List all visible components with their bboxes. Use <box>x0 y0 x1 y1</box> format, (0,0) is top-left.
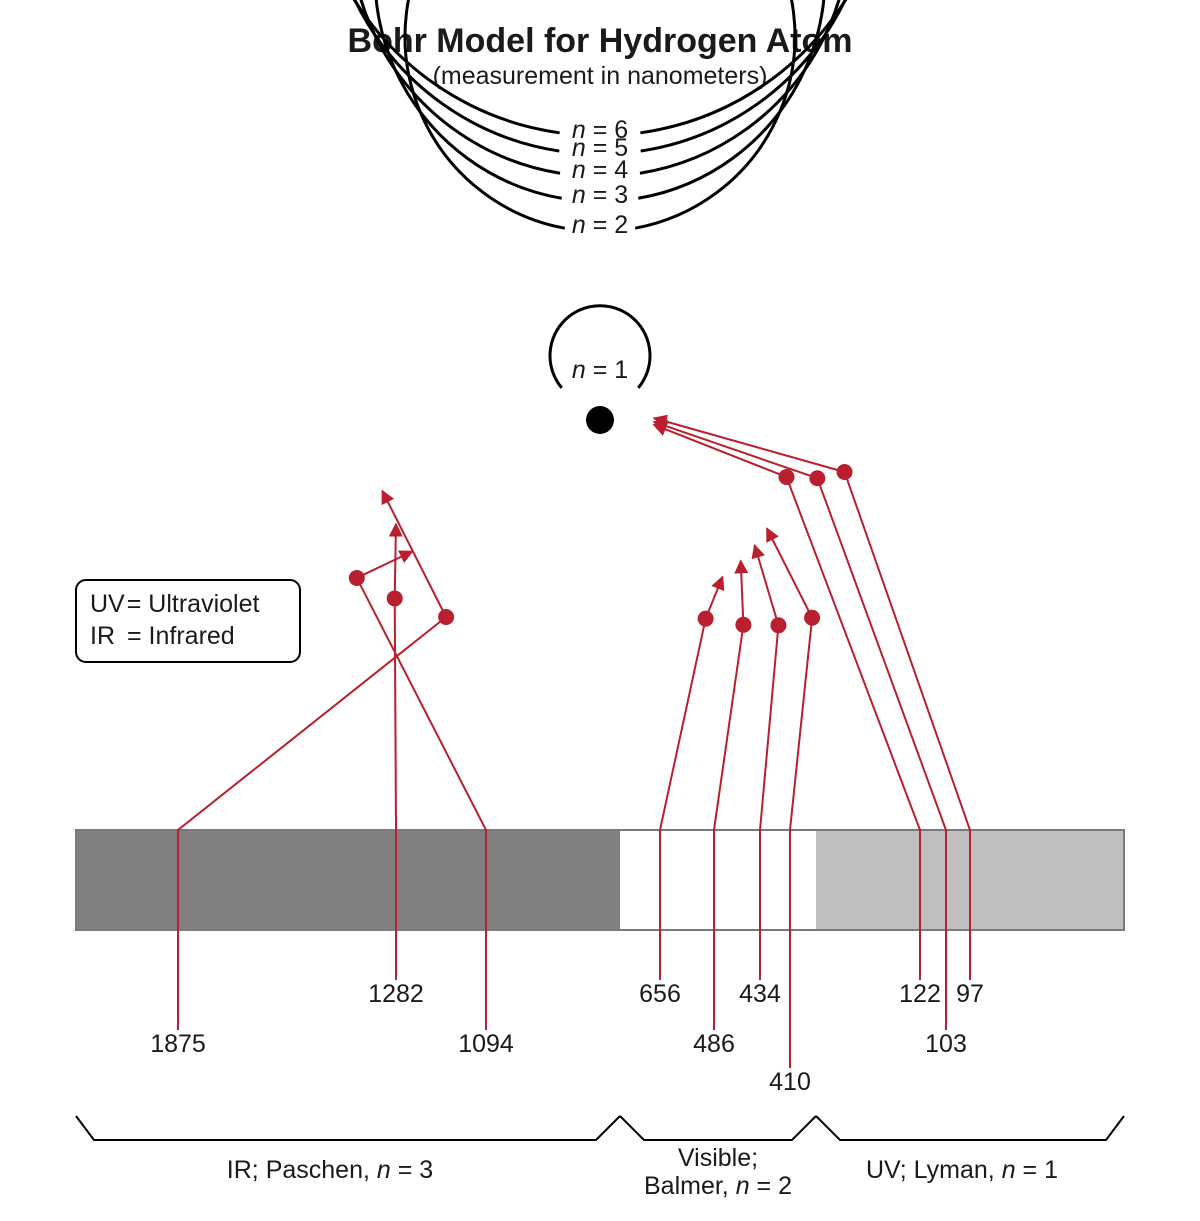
wavelength-label: 122 <box>899 980 941 1008</box>
transition-dot <box>809 470 825 486</box>
transition-dot <box>698 611 714 627</box>
transition-dot <box>770 617 786 633</box>
page-title: Bohr Model for Hydrogen Atom <box>348 22 853 60</box>
transition-paschen-1282: 1282 <box>368 524 424 1008</box>
bracket-paschen <box>76 1116 620 1140</box>
transition-paschen-1875: 1875 <box>150 491 454 1058</box>
wavelength-label: 103 <box>925 1030 967 1058</box>
legend-ir: IR= Infrared <box>90 622 235 650</box>
transition-balmer-434: 434 <box>739 545 786 1008</box>
nucleus <box>586 406 614 434</box>
series-label-balmer: Visible;Balmer, n = 2 <box>644 1144 792 1200</box>
transition-balmer-656: 656 <box>639 577 722 1008</box>
page-subtitle: (measurement in nanometers) <box>433 62 768 90</box>
transition-dot <box>837 464 853 480</box>
transition-dot <box>778 469 794 485</box>
wavelength-label: 1094 <box>458 1030 514 1058</box>
wavelength-label: 410 <box>769 1068 811 1096</box>
series-label-lyman: UV; Lyman, n = 1 <box>866 1156 1058 1184</box>
bohr-diagram-svg: Bohr Model for Hydrogen Atom(measurement… <box>0 0 1200 1221</box>
legend-uv: UV= Ultraviolet <box>90 590 259 618</box>
transition-dot <box>349 570 365 586</box>
wavelength-label: 1875 <box>150 1030 206 1058</box>
figure-root: Bohr Model for Hydrogen Atom(measurement… <box>0 0 1200 1221</box>
orbit-label-n6: n = 6 <box>572 116 628 144</box>
spectrum-ir <box>76 830 620 930</box>
transition-dot <box>804 610 820 626</box>
series-label-paschen: IR; Paschen, n = 3 <box>227 1156 433 1184</box>
wavelength-label: 434 <box>739 980 781 1008</box>
wavelength-label: 1282 <box>368 980 424 1008</box>
orbit-label-n2: n = 2 <box>572 211 628 239</box>
bracket-balmer <box>620 1116 816 1140</box>
wavelength-label: 656 <box>639 980 681 1008</box>
orbit-label-n1: n = 1 <box>572 356 628 384</box>
orbit-label-n3: n = 3 <box>572 181 628 209</box>
transition-dot <box>438 609 454 625</box>
transition-dot <box>387 590 403 606</box>
transition-dot <box>735 617 751 633</box>
wavelength-label: 97 <box>956 980 984 1008</box>
spectrum-visible <box>620 830 816 930</box>
wavelength-label: 486 <box>693 1030 735 1058</box>
bracket-lyman <box>816 1116 1124 1140</box>
